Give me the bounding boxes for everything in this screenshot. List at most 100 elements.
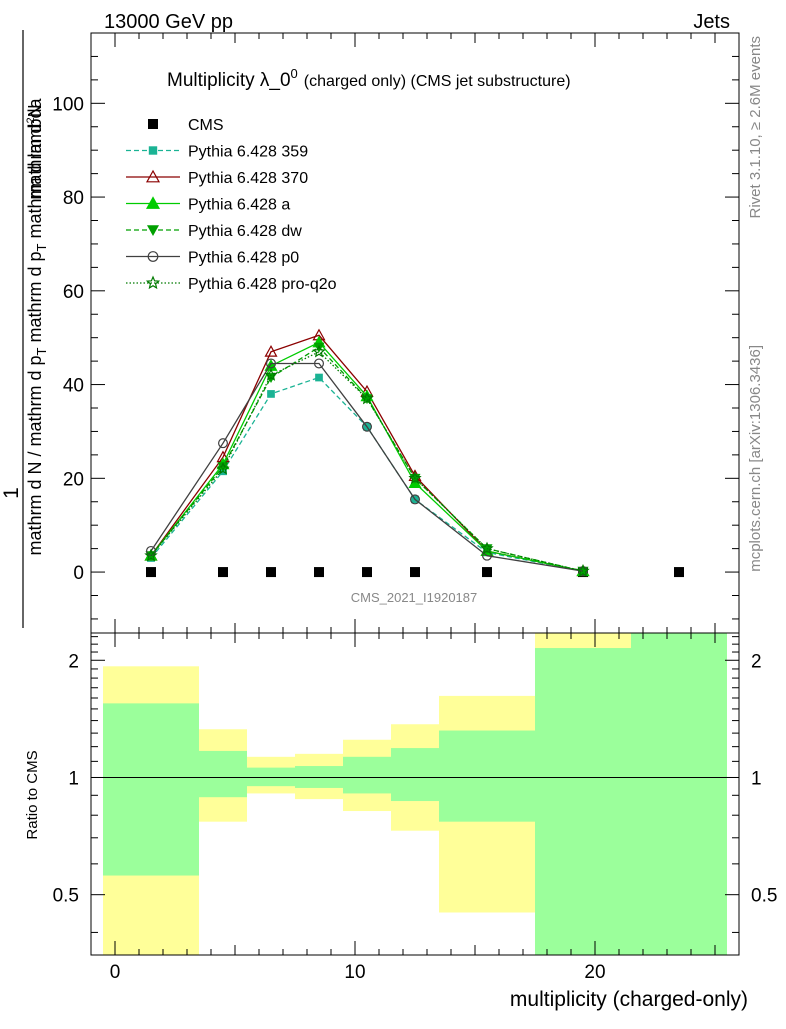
legend-label: Pythia 6.428 359 (188, 144, 308, 161)
stat-uncertainty-band (631, 633, 727, 955)
legend-item-2: Pythia 6.428 370 (126, 169, 308, 187)
data-point (266, 567, 276, 578)
ratio-plot-panel: 0.5 0.51 12 20 10 20 Ratio to CMS multiplicit… (24, 632, 777, 1011)
legend-item-3: Pythia 6.428 a (126, 196, 290, 214)
x-tick-label: 0 (110, 962, 121, 983)
data-point (312, 344, 326, 358)
y-tick-label: 20 (63, 469, 84, 490)
y-axis-title-numerator-2: mathrm d2N (25, 104, 45, 199)
y-tick-label: 60 (63, 282, 84, 303)
legend-label: Pythia 6.428 dw (188, 223, 302, 240)
data-point (314, 567, 324, 578)
legend-label: Pythia 6.428 370 (188, 170, 308, 187)
data-point (362, 567, 372, 578)
header-right-label: Jets (693, 11, 730, 33)
main-plot-axes: 0 20 40 60 80 100 (52, 33, 739, 633)
legend-marker (145, 196, 161, 209)
stat-uncertainty-band (439, 730, 535, 822)
series-line (150, 341, 584, 572)
ratio-y-tick-label: 2 (68, 651, 79, 672)
series-3 (144, 335, 590, 577)
stat-uncertainty-band (343, 756, 391, 794)
stat-uncertainty-band (103, 703, 199, 876)
legend-marker (147, 251, 159, 262)
legend-marker (145, 275, 161, 290)
ratio-y-tick-label-right: 0.5 (751, 886, 777, 907)
series-0 (146, 567, 684, 578)
legend-label: Pythia 6.428 pro-q2o (188, 276, 337, 293)
series-line (150, 362, 584, 572)
plot-title-suffix: (charged only) (CMS jet substructure) (304, 73, 571, 90)
legend-item-1: Pythia 6.428 359 (126, 144, 308, 161)
data-point (264, 345, 278, 357)
y-tick-label: 100 (52, 94, 84, 115)
ratio-y-tick-label-right: 1 (751, 768, 762, 789)
data-point (216, 461, 230, 475)
data-point (480, 541, 494, 555)
ratio-y-axis-title: Ratio to CMS (24, 750, 41, 839)
data-point (217, 462, 229, 473)
series-2 (144, 328, 590, 577)
data-point (410, 494, 421, 505)
y-axis-title-denominator: mathrm d N / mathrm d pT mathrm d pT mat… (25, 97, 49, 555)
watermark-label: CMS_2021_I1920187 (351, 590, 478, 605)
series-line (150, 334, 584, 572)
ratio-plot-axes: 0.5 0.51 12 20 10 20 (53, 633, 777, 983)
data-point (408, 471, 422, 485)
ratio-y-tick-label-right: 2 (751, 651, 762, 672)
data-point (362, 421, 373, 432)
legend-item-6: Pythia 6.428 pro-q2o (126, 275, 337, 293)
legend-item-5: Pythia 6.428 p0 (126, 250, 299, 267)
data-point (146, 567, 156, 578)
legend-item-0: CMS (148, 117, 224, 134)
ratio-y-tick-label: 0.5 (53, 886, 79, 907)
x-axis-title: multiplicity (charged-only) (510, 988, 748, 1011)
ratio-y-tick-label: 1 (68, 768, 79, 789)
legend-marker (148, 146, 158, 155)
mcplots-site-label: mcplots.cern.ch [arXiv:1306.3436] (747, 345, 764, 572)
data-point (264, 368, 278, 381)
plot-title-sup: 0 (291, 66, 298, 81)
series-6 (144, 344, 590, 577)
data-point (267, 390, 275, 398)
stat-uncertainty-band (247, 767, 295, 787)
series-line (150, 346, 584, 572)
stat-uncertainty-band (535, 648, 631, 955)
y-tick-label: 80 (63, 188, 84, 209)
plot-title-main: Multiplicity λ_0 (167, 70, 291, 91)
data-point (482, 567, 492, 578)
stat-uncertainty-band (391, 748, 439, 802)
data-point (218, 567, 228, 578)
data-point (315, 373, 323, 382)
legend-marker (145, 169, 161, 183)
ratio-plot-frame (90, 632, 740, 956)
legend-label: Pythia 6.428 a (188, 197, 290, 214)
y-tick-label: 40 (63, 376, 84, 397)
data-point (674, 567, 684, 578)
stat-uncertainty-band (199, 750, 247, 798)
legend-marker (147, 225, 159, 236)
x-tick-label: 10 (344, 962, 365, 983)
data-point (144, 548, 158, 562)
series-line (150, 351, 584, 572)
rivet-version-label: Rivet 3.1.10, ≥ 2.6M events (747, 36, 764, 219)
x-tick-label: 20 (584, 962, 605, 983)
legend-label: CMS (188, 117, 224, 134)
legend-item-4: Pythia 6.428 dw (126, 223, 302, 240)
y-axis-title-numerator-1: 1 (0, 487, 23, 499)
data-point (266, 358, 277, 369)
data-point (314, 358, 325, 369)
data-point (218, 438, 229, 449)
data-point (576, 564, 590, 577)
data-point (410, 567, 420, 578)
legend-marker (148, 119, 158, 129)
main-plot-panel: Multiplicity λ_00 (charged only) (CMS jet… (0, 30, 740, 634)
ratio-bands (91, 633, 739, 955)
main-plot-series (144, 328, 684, 578)
y-tick-label: 0 (73, 563, 84, 584)
y-axis-title: 1 mathrm d N / mathrm d pT mathrm d pT m… (0, 30, 49, 628)
header-left-label: 13000 GeV pp (104, 11, 233, 33)
series-line (150, 376, 584, 572)
legend: CMS Pythia 6.428 359 Pythia 6.428 370 Pythi… (126, 117, 337, 293)
